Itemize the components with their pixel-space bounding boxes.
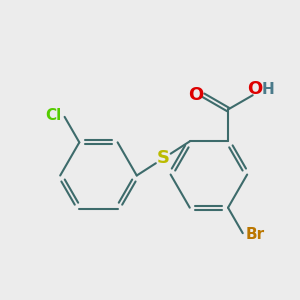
Text: O: O — [188, 86, 203, 104]
Text: O: O — [248, 80, 263, 98]
Text: S: S — [157, 149, 170, 167]
Text: H: H — [262, 82, 274, 97]
Text: Cl: Cl — [46, 108, 62, 123]
Text: Br: Br — [245, 227, 265, 242]
